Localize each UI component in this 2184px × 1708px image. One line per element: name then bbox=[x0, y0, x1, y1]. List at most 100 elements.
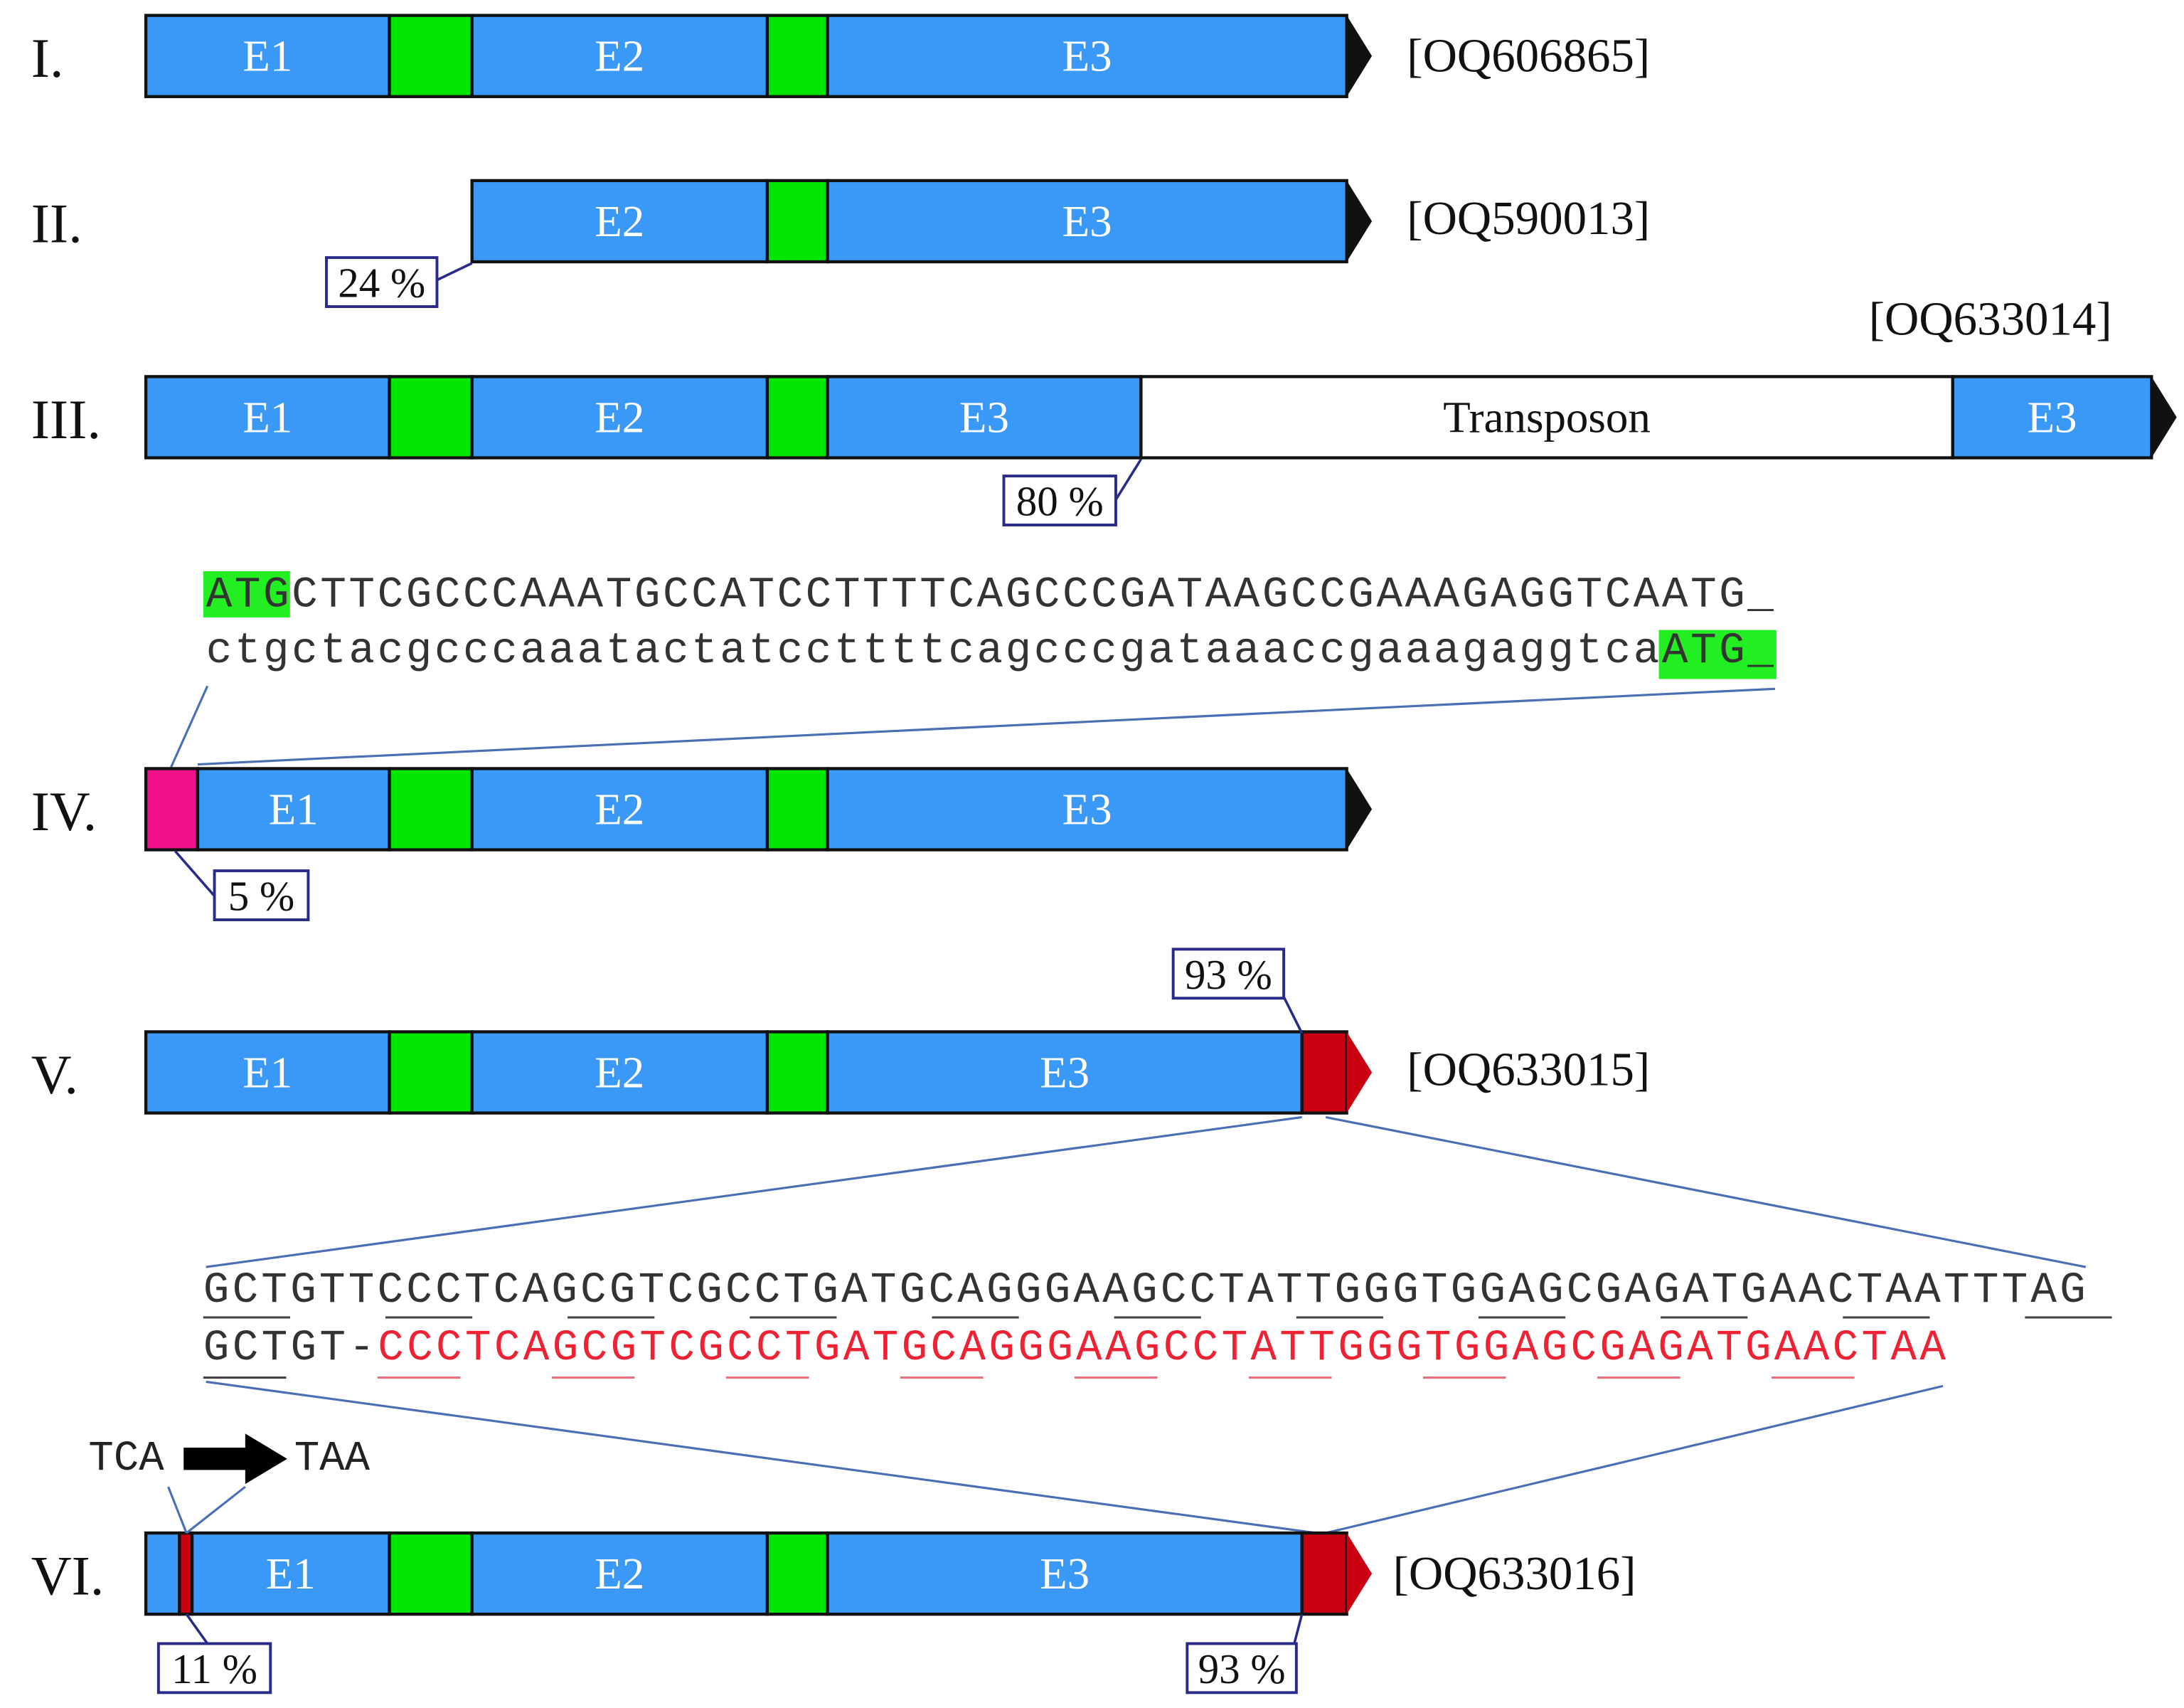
callout-5-leader bbox=[174, 850, 215, 897]
accession-6: [OQ633016] bbox=[1393, 1547, 1636, 1600]
row-label-5: V. bbox=[31, 1044, 78, 1106]
zoom-connector bbox=[1325, 1384, 1944, 1534]
sequence-text: CTTCGCCCAAATGCCATCCTTTTCAGCCCGATAAGCCGAA… bbox=[292, 571, 1774, 620]
arrow-end-red bbox=[1346, 1031, 1373, 1113]
accession-2: [OQ590013] bbox=[1407, 192, 1650, 245]
exon-e3 bbox=[826, 1030, 1304, 1115]
zoom-connector bbox=[206, 1380, 1316, 1534]
zoom-connector bbox=[206, 1115, 1302, 1268]
transposon bbox=[1139, 375, 1955, 460]
intron-2 bbox=[765, 375, 829, 460]
atg-highlight-2 bbox=[1658, 630, 1777, 679]
row-label-2: II. bbox=[31, 193, 82, 255]
arrow-end-red bbox=[1346, 1532, 1373, 1615]
frameshift-sequence: CCCTCAGCGTCGCCTGATGCAGGGAAGCCTATTGGGTGGA… bbox=[378, 1324, 1946, 1373]
exon-e2-label: E2 bbox=[595, 1549, 644, 1598]
callout-93b-label: 93 % bbox=[1198, 1645, 1286, 1692]
exon-e1 bbox=[144, 1030, 391, 1115]
intron-2 bbox=[765, 1531, 829, 1616]
mutation-connector bbox=[186, 1485, 246, 1534]
exon-e2 bbox=[470, 375, 769, 460]
exon-e2-label: E2 bbox=[595, 785, 644, 834]
callout-5-label: 5 % bbox=[228, 873, 294, 920]
callout-11-leader bbox=[185, 1613, 209, 1645]
callout-24-label: 24 % bbox=[338, 260, 425, 307]
exon-e3 bbox=[826, 375, 1143, 460]
exon-e3 bbox=[826, 1531, 1304, 1616]
exon-e2 bbox=[470, 14, 769, 98]
exon-e3 bbox=[826, 179, 1348, 264]
atg-sequence-line-1: ATG CTTCGCCCAAATGCCATCCTTTTCAGCCCGATAAGCC… bbox=[206, 571, 1774, 620]
atg-start-codon: ATG bbox=[206, 571, 289, 620]
callout-93b-leader bbox=[1292, 1613, 1304, 1647]
callout-93b-box bbox=[1186, 1642, 1298, 1694]
callout-11-label: 11 % bbox=[171, 1645, 257, 1692]
intron-1 bbox=[388, 14, 474, 98]
exon-e2-label: E2 bbox=[595, 196, 644, 246]
callout-80-label: 80 % bbox=[1016, 478, 1104, 525]
exon-e3-label: E3 bbox=[1062, 31, 1112, 81]
leader-segment bbox=[144, 1531, 181, 1616]
exon-e1-label: E1 bbox=[243, 392, 292, 442]
exon-e3 bbox=[826, 767, 1348, 852]
sequence-prefix: GCTGT- bbox=[203, 1324, 375, 1373]
row-label-6: VI. bbox=[31, 1546, 105, 1608]
atg-sequence-line-2: ctgctacgcccaaatactatccttttcagcccgataaacc… bbox=[206, 627, 1774, 676]
zoom-connector bbox=[170, 685, 209, 768]
zoom-connector bbox=[1325, 1115, 2087, 1268]
row-label-1: I. bbox=[31, 28, 64, 90]
exon-e3 bbox=[826, 14, 1348, 98]
intron-2 bbox=[765, 767, 829, 852]
exon-e3-label: E3 bbox=[1062, 785, 1112, 834]
callout-80-leader bbox=[1114, 458, 1142, 501]
zoom-connector bbox=[197, 687, 1775, 766]
exon-e1-label: E1 bbox=[243, 1048, 292, 1098]
exon-e1 bbox=[190, 1531, 391, 1616]
atg-highlight-1 bbox=[203, 571, 290, 617]
arrow-end bbox=[1346, 768, 1373, 850]
exon-e2-label: E2 bbox=[595, 392, 644, 442]
stop-extension bbox=[1300, 1531, 1348, 1616]
exon-e1 bbox=[196, 767, 391, 852]
callout-5-box bbox=[213, 869, 310, 921]
exon-e1 bbox=[144, 375, 391, 460]
callout-93-leader bbox=[1282, 996, 1304, 1034]
exon-e1-label: E1 bbox=[266, 1549, 316, 1598]
intron-1 bbox=[388, 375, 474, 460]
intron-1 bbox=[388, 767, 474, 852]
premature-stop bbox=[178, 1531, 194, 1616]
exon-e3-label: E3 bbox=[1040, 1549, 1090, 1598]
callout-11-box bbox=[156, 1642, 272, 1694]
exon-e1-label: E1 bbox=[243, 31, 292, 81]
arrow-end bbox=[1346, 15, 1373, 97]
callout-80-box bbox=[1002, 474, 1117, 526]
accession-3: [OQ633014] bbox=[1869, 293, 2112, 346]
mutation-connector bbox=[167, 1486, 188, 1534]
exon-e2-label: E2 bbox=[595, 1048, 644, 1098]
exon-e3-label: E3 bbox=[1040, 1048, 1090, 1098]
transposon-label: Transposon bbox=[1443, 392, 1651, 442]
row-label-4: IV. bbox=[31, 781, 97, 843]
accession-1: [OQ606865] bbox=[1407, 30, 1650, 83]
arrow-end bbox=[2151, 376, 2177, 458]
exon-e2-label: E2 bbox=[595, 31, 644, 81]
stop-sequence-line-2: GCTGT- CCCTCAGCGTCGCCTGATGCAGGGAAGCCTATTG… bbox=[203, 1324, 1946, 1373]
mutation-to: TAA bbox=[294, 1435, 371, 1482]
callout-24-box bbox=[325, 256, 439, 308]
uorf-segment bbox=[144, 767, 200, 852]
callout-93-box bbox=[1171, 948, 1286, 1000]
intron-1 bbox=[388, 1531, 474, 1616]
exon-e1 bbox=[144, 14, 391, 98]
intron-2 bbox=[765, 179, 829, 264]
callout-24-leader bbox=[436, 262, 473, 282]
arrow-end bbox=[1346, 180, 1373, 262]
stop-sequence-line-1: GCTGTTCCCTCAGCGTCGCCTGATGCAGGGAAGCCTATTG… bbox=[203, 1266, 2086, 1315]
exon-e2 bbox=[470, 1531, 769, 1616]
callout-93-label: 93 % bbox=[1185, 951, 1272, 998]
intron-1 bbox=[388, 1030, 474, 1115]
accession-5: [OQ633015] bbox=[1407, 1044, 1650, 1096]
exon-e3-label: E3 bbox=[1062, 196, 1112, 246]
exon-e3-label: E3 bbox=[959, 392, 1009, 442]
right-arrow-icon bbox=[183, 1433, 287, 1485]
